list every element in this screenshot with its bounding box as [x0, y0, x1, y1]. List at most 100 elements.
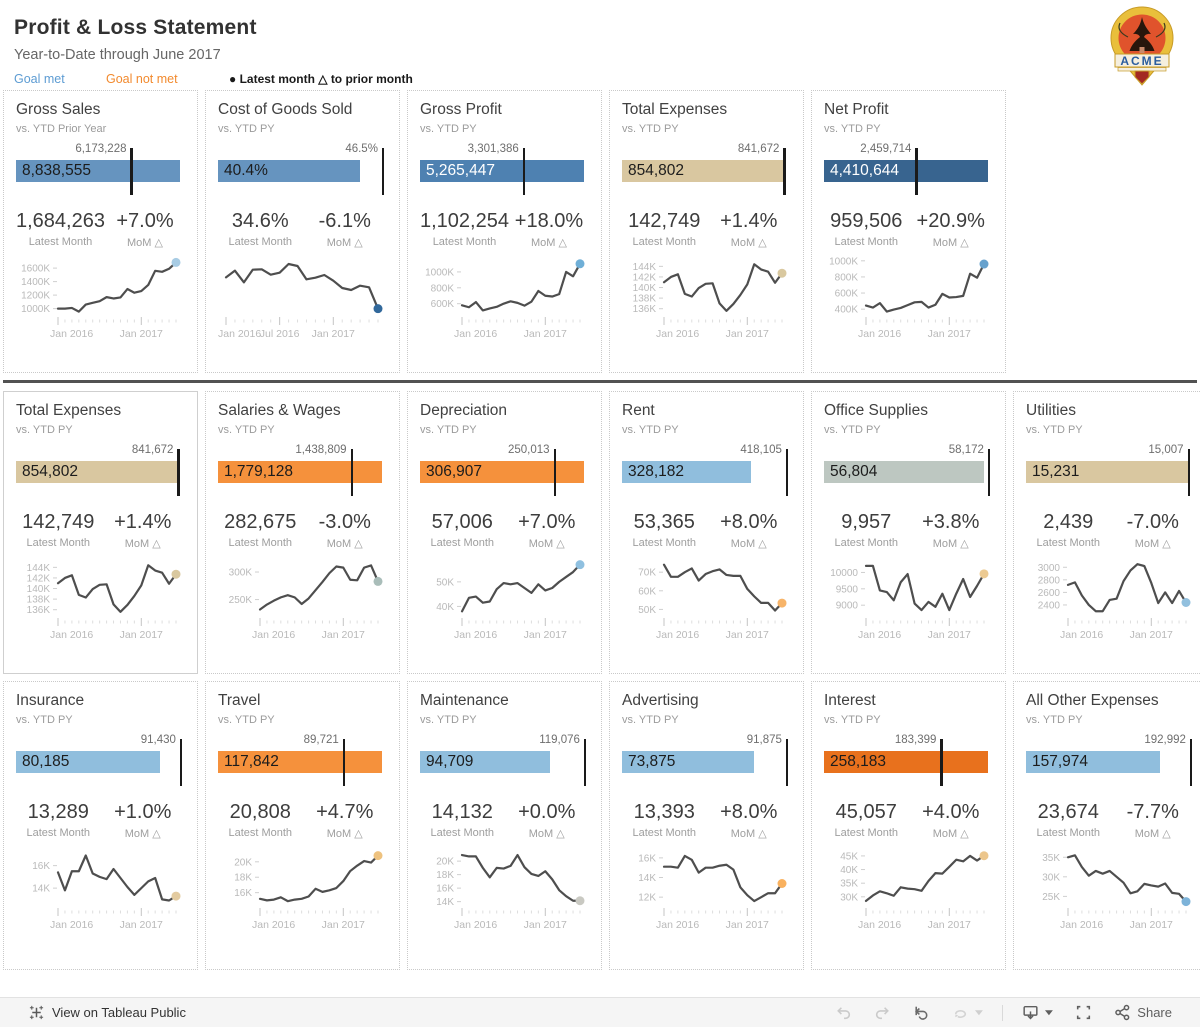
svg-text:Jan 2017: Jan 2017	[120, 919, 163, 931]
svg-text:136K: 136K	[27, 605, 51, 616]
sparkline-chart[interactable]: 14K 16K 18K 20K Jan 2016 Jan 2017	[420, 845, 589, 942]
sparkline-chart[interactable]: 136K 138K 140K 142K 144K Jan 2016 Jan 2017	[16, 555, 185, 652]
redo-button[interactable]	[863, 1000, 902, 1025]
tableau-brand-link[interactable]: View on Tableau Public	[28, 1004, 824, 1021]
company-logo: ACME	[1106, 5, 1178, 87]
bullet-chart: 91,875 73,875	[622, 734, 791, 792]
share-button[interactable]: Share	[1103, 1000, 1182, 1025]
kpi-card-total-expenses: Total Expenses vs. YTD PY 841,672 854,80…	[609, 90, 804, 373]
card-title: Advertising	[622, 692, 699, 709]
card-title: Gross Sales	[16, 101, 101, 118]
latest-month-value: 1,102,254	[420, 210, 509, 232]
target-reference-line	[130, 148, 133, 195]
fullscreen-icon	[1077, 1005, 1091, 1020]
svg-text:60K: 60K	[638, 586, 656, 597]
target-reference-line	[342, 739, 346, 786]
refresh-button[interactable]	[941, 1000, 994, 1025]
latest-month-ban: 282,675 Latest Month	[218, 511, 303, 550]
mom-delta-label: MoM △	[124, 828, 161, 840]
bullet-bar[interactable]: 40.4%	[218, 160, 361, 182]
bullet-bar[interactable]: 4,410,644	[824, 160, 988, 182]
svg-text:Jan 2016: Jan 2016	[454, 328, 497, 340]
sparkline-chart[interactable]: 136K 138K 140K 142K 144K Jan 2016 Jan 2017	[622, 254, 791, 351]
revert-button[interactable]	[902, 1000, 941, 1025]
download-caret-icon	[1045, 1009, 1054, 1015]
sparkline-chart[interactable]: 12K 14K 16K Jan 2016 Jan 2017	[622, 845, 791, 942]
bullet-bar[interactable]: 157,974	[1026, 751, 1161, 773]
sparkline-chart[interactable]: 30K 35K 40K 45K Jan 2016 Jan 2017	[824, 845, 993, 942]
mom-ban: -7.7% MoM △	[1111, 801, 1196, 840]
svg-text:1200K: 1200K	[21, 291, 50, 302]
svg-text:Jan 2016: Jan 2016	[1060, 919, 1103, 931]
card-subtitle: vs. YTD PY	[1026, 424, 1083, 436]
bullet-bar[interactable]: 854,802	[16, 461, 180, 483]
section-divider	[3, 380, 1197, 383]
sparkline-chart[interactable]: 600K 800K 1000K Jan 2016 Jan 2017	[420, 254, 589, 351]
sparkline-chart[interactable]: 2400 2600 2800 3000 Jan 2016 Jan 2017	[1026, 555, 1195, 652]
mom-delta-label: MoM △	[1134, 828, 1171, 840]
target-value-label: 3,301,386	[467, 143, 519, 155]
bullet-bar[interactable]: 306,907	[420, 461, 584, 483]
target-value-label: 2,459,714	[860, 143, 912, 155]
sparkline-chart[interactable]: 250K 300K Jan 2016 Jan 2017	[218, 555, 387, 652]
latest-month-label: Latest Month	[1036, 827, 1101, 839]
bar-value-label: 80,185	[22, 753, 70, 770]
mom-ban: +1.4% MoM △	[707, 210, 792, 249]
svg-text:Jan 2017: Jan 2017	[726, 328, 769, 340]
svg-text:Jan 2017: Jan 2017	[928, 919, 971, 931]
card-title: Salaries & Wages	[218, 402, 341, 419]
bullet-bar[interactable]: 8,838,555	[16, 160, 180, 182]
svg-text:Jan 2017: Jan 2017	[312, 328, 355, 340]
download-button[interactable]	[1011, 1000, 1064, 1025]
latest-month-ban: 14,132 Latest Month	[420, 801, 505, 840]
bullet-bar[interactable]: 117,842	[218, 751, 382, 773]
target-reference-line	[553, 449, 557, 496]
sparkline-chart[interactable]: 40K 50K Jan 2016 Jan 2017	[420, 555, 589, 652]
bullet-bar[interactable]: 94,709	[420, 751, 551, 773]
svg-text:70K: 70K	[638, 568, 656, 579]
svg-text:Jan 2016: Jan 2016	[218, 328, 261, 340]
target-reference-line	[522, 148, 526, 195]
target-reference-line	[177, 449, 180, 496]
latest-month-label: Latest Month	[28, 236, 93, 248]
bar-value-label: 258,183	[830, 753, 887, 770]
sparkline-chart[interactable]: 16K 18K 20K Jan 2016 Jan 2017	[218, 845, 387, 942]
latest-month-label: Latest Month	[632, 236, 697, 248]
card-subtitle: vs. YTD PY	[420, 714, 477, 726]
sparkline-chart[interactable]: 1000K 1200K 1400K 1600K Jan 2016 Jan 2017	[16, 254, 185, 351]
bullet-bar[interactable]: 56,804	[824, 461, 985, 483]
tableau-toolbar: View on Tableau Public	[0, 997, 1200, 1027]
undo-button[interactable]	[824, 1000, 863, 1025]
bullet-bar[interactable]: 80,185	[16, 751, 160, 773]
bullet-bar[interactable]: 15,231	[1026, 461, 1190, 483]
bar-value-label: 306,907	[426, 463, 483, 480]
svg-text:Jan 2016: Jan 2016	[656, 629, 699, 641]
bullet-chart: 46.5% 40.4%	[218, 143, 387, 201]
target-reference-line	[350, 449, 354, 496]
sparkline-chart[interactable]: 400K 600K 800K 1000K Jan 2016 Jan 2017	[824, 254, 993, 351]
fullscreen-button[interactable]	[1064, 1000, 1103, 1025]
bullet-chart: 58,172 56,804	[824, 444, 993, 502]
sparkline-chart[interactable]: Jan 2016 Jul 2016 Jan 2017	[218, 254, 387, 351]
bullet-bar[interactable]: 1,779,128	[218, 461, 382, 483]
bullet-bar[interactable]: 258,183	[824, 751, 988, 773]
sparkline-chart[interactable]: 9000 9500 10000 Jan 2016 Jan 2017	[824, 555, 993, 652]
sparkline-chart[interactable]: 25K 30K 35K Jan 2016 Jan 2017	[1026, 845, 1195, 942]
svg-text:142K: 142K	[633, 272, 657, 283]
svg-text:45K: 45K	[840, 851, 858, 862]
svg-text:1000K: 1000K	[425, 267, 454, 278]
bullet-bar[interactable]: 328,182	[622, 461, 751, 483]
target-value-label: 15,007	[1148, 444, 1184, 456]
target-reference-line	[381, 148, 385, 195]
bullet-bar[interactable]: 73,875	[622, 751, 754, 773]
sparkline-chart[interactable]: 14K 16K Jan 2016 Jan 2017	[16, 845, 185, 942]
latest-month-value: 142,749	[22, 511, 95, 533]
bullet-chart: 1,438,809 1,779,128	[218, 444, 387, 502]
svg-text:Jan 2017: Jan 2017	[120, 328, 163, 340]
latest-month-value: 20,808	[229, 801, 291, 823]
bullet-bar[interactable]: 854,802	[622, 160, 786, 182]
legend-latest-month-note: ● Latest month △ to prior month	[229, 72, 413, 86]
latest-month-label: Latest Month	[228, 236, 293, 248]
bullet-bar[interactable]: 5,265,447	[420, 160, 584, 182]
sparkline-chart[interactable]: 50K 60K 70K Jan 2016 Jan 2017	[622, 555, 791, 652]
